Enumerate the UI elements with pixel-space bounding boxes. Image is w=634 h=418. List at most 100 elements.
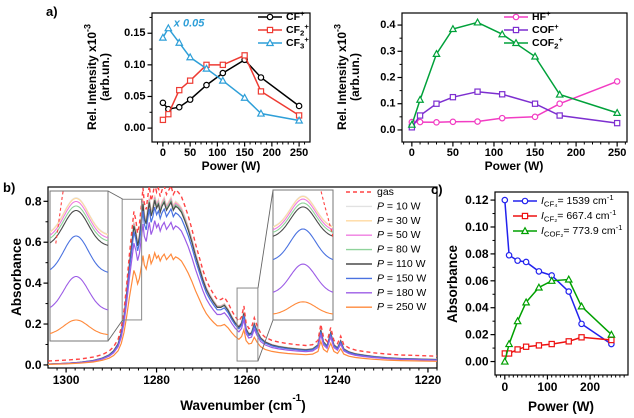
a-right-series-cof+ [408, 88, 621, 131]
c-series-icf₂=-667.4-cm-1 [501, 334, 615, 357]
a-right-plot-area [407, 17, 622, 131]
x-tick-label: 200 [580, 380, 600, 394]
x-tick-label: 200 [567, 147, 585, 159]
b-inset-1 [49, 190, 109, 342]
c-series-icf₄=-1539-cm-1 [501, 196, 615, 348]
x-tick-label: 1220 [415, 373, 442, 387]
y-axis-title-line: Absorbance [445, 245, 460, 324]
inset-box [49, 190, 109, 342]
series-line [162, 26, 300, 122]
inset-curve [273, 195, 333, 228]
x-tick-label: 250 [608, 147, 626, 159]
triangle-marker [547, 276, 556, 284]
inset-connector-line [107, 319, 123, 342]
inset-curve [50, 235, 108, 273]
legend: CF+CF2+CF3+ [258, 9, 309, 50]
inset-curve [50, 275, 108, 311]
triangle-marker [473, 17, 482, 26]
triangle-marker [504, 339, 514, 348]
circle-marker [416, 118, 424, 126]
y-tick-label: 0.04 [465, 301, 489, 315]
legend-label-p-=-80-w: P = 80 W [377, 244, 421, 256]
a-left-series-cf3+ [158, 23, 304, 124]
b-axes: 1300 1280 1260 1240 1220 0.0 0.2 0.4 0.6 0.8 Waven… [9, 186, 442, 413]
inset-curve [50, 209, 108, 246]
triangle-marker [415, 95, 425, 103]
y-tick-label: 0.1 [380, 98, 395, 110]
y-axis-title-line: (arb.un.) [98, 53, 112, 101]
y-tick-label: 0.06 [465, 274, 489, 288]
circle-marker [449, 118, 457, 126]
triangle-marker [534, 282, 544, 291]
x-tick-label: 150 [526, 147, 544, 159]
legend-label-cof+: COF+ [532, 22, 559, 36]
y-axis-title-line: Absorbance [9, 238, 24, 317]
circle-marker [578, 320, 585, 328]
x-tick-label: 0 [409, 147, 415, 159]
legend: HF+COF+COF2+ [504, 9, 564, 51]
square-marker [578, 334, 585, 341]
c-axes: 0 100 200 0.00 0.02 0.04 0.06 0.08 0.10 0.12 Power… [445, 191, 629, 414]
y-tick-label: 0.10 [124, 59, 145, 71]
square-marker [514, 346, 521, 353]
x-tick-label: 1300 [53, 373, 80, 387]
a-right-y-axis-title: Rel. Intensity x10-3(arb.un.) [332, 24, 362, 130]
inset-box [272, 189, 334, 321]
legend-label-p-=-250-w: P = 250 W [377, 301, 426, 313]
circle-marker [257, 74, 265, 81]
square-marker [416, 112, 424, 119]
square-marker [608, 336, 615, 344]
circle-marker [531, 113, 539, 121]
y-tick-label: 0.0 [25, 358, 42, 372]
triangle-marker [407, 120, 417, 128]
x-tick-label: 1260 [234, 373, 261, 387]
zoom-region-rect-2 [236, 287, 259, 362]
triangle-marker [158, 33, 168, 41]
square-marker [266, 26, 274, 34]
legend-label-p-=-50-w: P = 50 W [377, 229, 421, 241]
circle-marker [613, 78, 621, 85]
legend: gas P = 10 W P = 30 W P = 50 W P = 80 W P = 1… [346, 186, 426, 313]
y-tick-label: 0.15 [124, 27, 145, 39]
a-left-plot-area [158, 23, 304, 124]
square-marker [176, 86, 183, 94]
y-axis-title-line: Rel. Intensity x10-3 [82, 24, 99, 130]
triangle-marker [521, 297, 531, 306]
triangle-marker [500, 357, 510, 365]
legend-label-cof2+: COF2+ [532, 35, 564, 51]
y-tick-label: 0.2 [380, 72, 395, 84]
x-tick-label: 100 [485, 147, 503, 159]
inset-curve [273, 198, 333, 231]
square-marker [165, 110, 172, 118]
circle-marker [433, 119, 440, 126]
inset-curve [50, 319, 108, 336]
x-tick-label: 1280 [143, 373, 170, 387]
square-marker [186, 77, 194, 84]
y-tick-label: 0.00 [124, 122, 145, 134]
legend-label-gas: gas [377, 186, 394, 198]
x-tick-label: 50 [447, 147, 459, 159]
legend-label-p-=-30-w: P = 30 W [377, 215, 421, 227]
x-tick-label: 100 [537, 380, 557, 394]
legend-label-cf+: CF+ [286, 9, 305, 23]
b-y-axis-title: Absorbance [9, 238, 24, 317]
square-marker [535, 342, 543, 349]
triangle-marker [555, 90, 564, 98]
x-tick-label: 0 [501, 380, 508, 394]
b-curve-gas [48, 187, 437, 362]
triangle-marker [164, 23, 173, 32]
y-tick-label: 0.00 [465, 355, 489, 369]
square-marker [241, 52, 248, 59]
a-right-frame [401, 12, 628, 143]
y-tick-label: 0.12 [465, 193, 489, 207]
c-frame [494, 191, 629, 376]
inset-connector-line [107, 190, 123, 200]
circle-marker [159, 99, 167, 107]
circle-marker [474, 118, 481, 125]
a-left-x-axis-title: Power (W) [202, 159, 261, 173]
legend-label-icf₄=-1539-cm-1: ICF₄= 1539 cm-1 [541, 193, 614, 209]
circle-marker [522, 258, 530, 266]
b-curve-p-=-250-w [48, 250, 437, 365]
legend-label-icf₂=-667.4-cm-1: ICF₂= 667.4 cm-1 [541, 208, 616, 224]
square-marker [556, 112, 563, 119]
